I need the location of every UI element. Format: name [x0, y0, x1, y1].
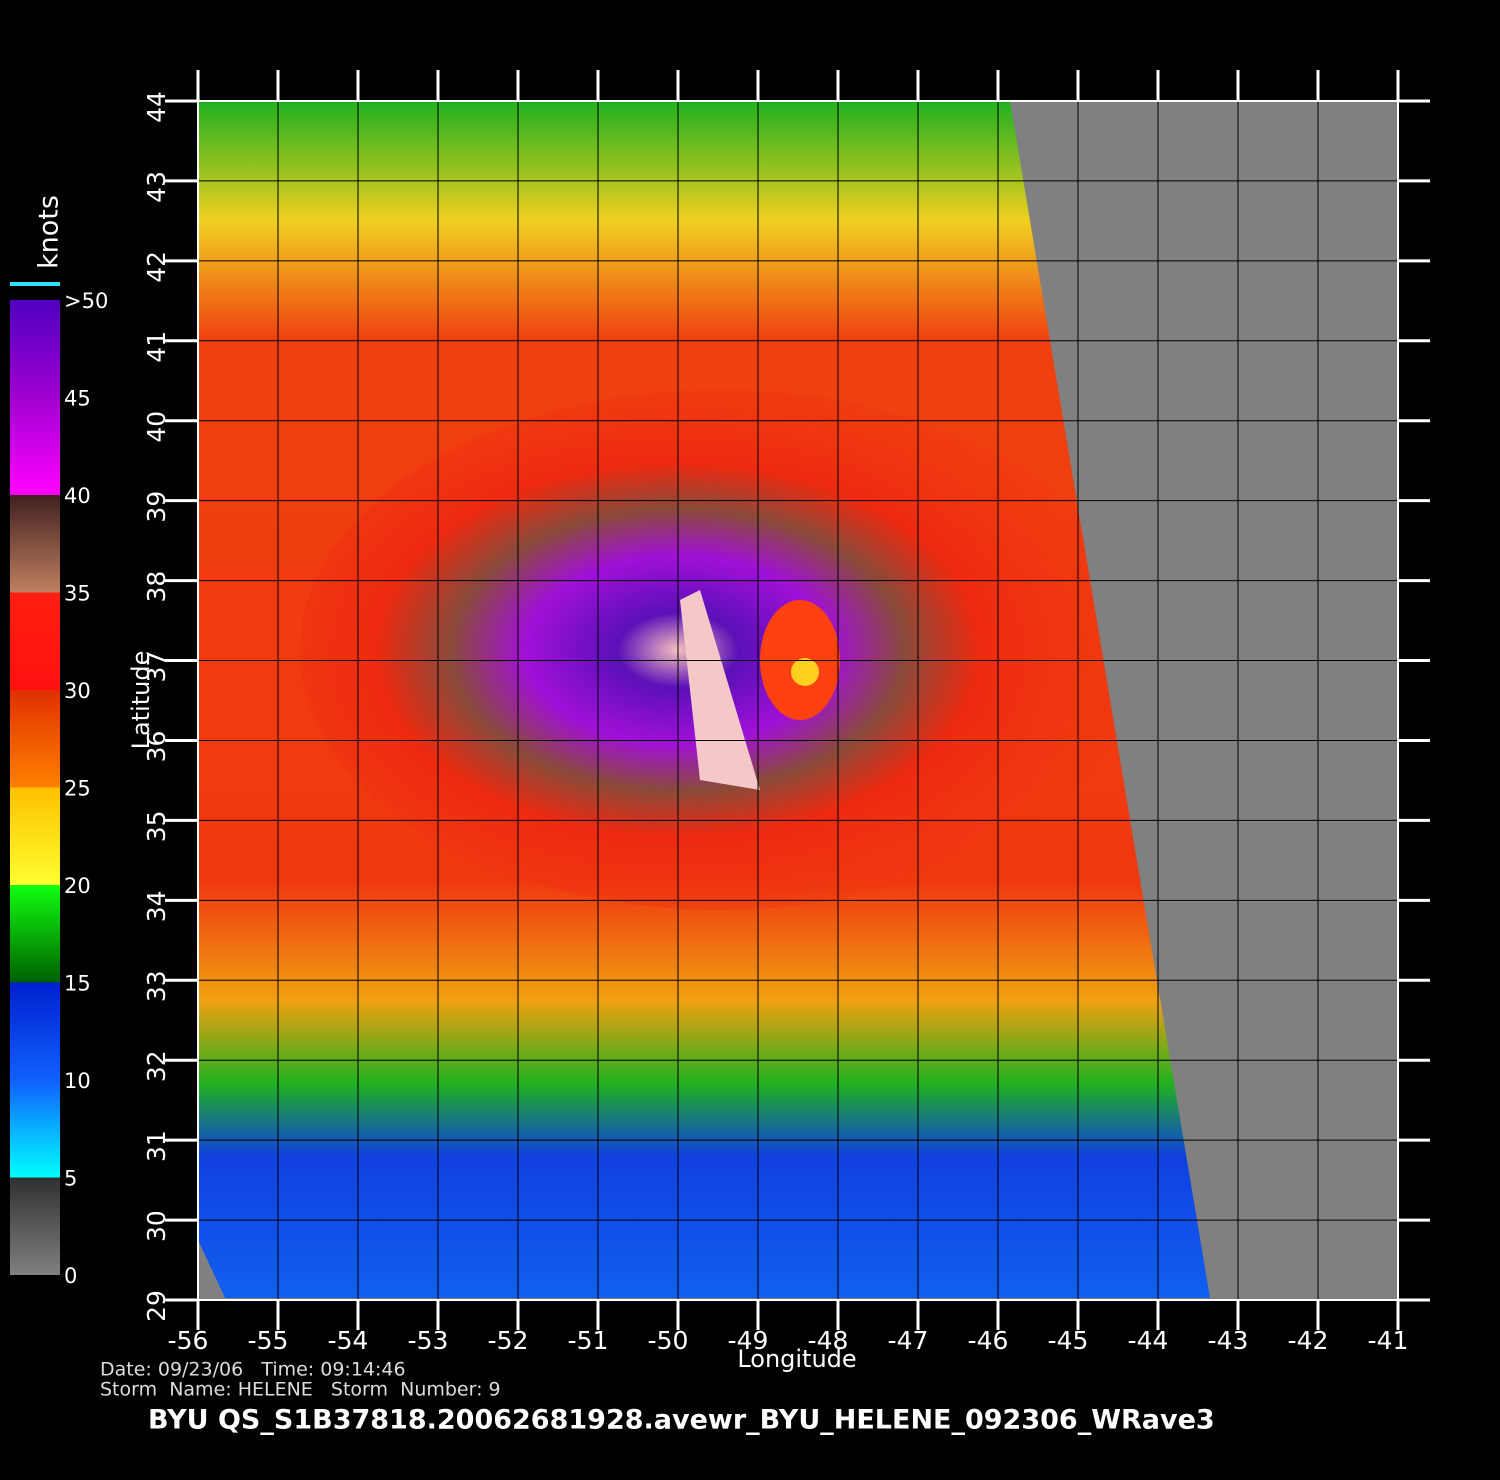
colorbar-tick-label: 20	[64, 874, 91, 898]
colorbar-tick-label: 40	[64, 484, 91, 508]
y-tick-label: 38	[142, 571, 171, 603]
x-tick-label: -47	[888, 1326, 929, 1355]
x-tick-label: -51	[568, 1326, 609, 1355]
y-tick-label: 36	[142, 731, 171, 763]
colorbar-tick-label: 5	[64, 1167, 77, 1191]
y-tick-label: 31	[142, 1130, 171, 1162]
x-tick-label: -42	[1288, 1326, 1329, 1355]
wind-swath	[198, 101, 1210, 1298]
y-tick-label: 35	[142, 810, 171, 842]
x-tick-label: -43	[1208, 1326, 1249, 1355]
x-tick-label: -46	[968, 1326, 1009, 1355]
x-tick-label: -52	[488, 1326, 529, 1355]
x-tick-label: -44	[1128, 1326, 1169, 1355]
y-tick-label: 32	[142, 1050, 171, 1082]
y-tick-label: 40	[142, 411, 171, 443]
colorbar-tick-label: 25	[64, 777, 91, 801]
y-tick-label: 43	[142, 171, 171, 203]
x-tick-label: -54	[328, 1326, 369, 1355]
colorbar-tick-label: 0	[64, 1264, 77, 1288]
x-tick-label: -48	[808, 1326, 849, 1355]
colorbar-tick-label: >50	[64, 289, 108, 313]
y-axis-label: Latitude	[127, 651, 155, 750]
y-tick-label: 42	[142, 251, 171, 283]
storm-line: Storm Name: HELENE Storm Number: 9	[100, 1379, 501, 1401]
y-tick-label: 44	[142, 91, 171, 123]
plot-frame	[197, 100, 1399, 1301]
y-tick-label: 41	[142, 331, 171, 363]
colorbar-label: knots	[34, 195, 65, 269]
x-tick-label: -50	[648, 1326, 689, 1355]
colorbar-tick-label: 15	[64, 972, 91, 996]
y-tick-label: 34	[142, 890, 171, 922]
colorbar	[10, 300, 60, 1275]
file-name: BYU QS_S1B37818.20062681928.avewr_BYU_HE…	[148, 1405, 1215, 1436]
x-tick-label: -45	[1048, 1326, 1089, 1355]
colorbar-tick-label: 35	[64, 582, 91, 606]
x-axis-label: Longitude	[737, 1345, 856, 1373]
colorbar-tick-label: 10	[64, 1069, 91, 1093]
x-tick-label: -49	[728, 1326, 769, 1355]
y-tick-label: 39	[142, 491, 171, 523]
x-tick-label: -56	[168, 1326, 209, 1355]
x-tick-label: -41	[1368, 1326, 1409, 1355]
colorbar-tick-label: 30	[64, 679, 91, 703]
y-tick-label: 33	[142, 970, 171, 1002]
colorbar-cap	[10, 282, 60, 286]
y-tick-label: 29	[142, 1290, 171, 1322]
date-line: Date: 09/23/06 Time: 09:14:46	[100, 1359, 406, 1381]
x-tick-label: -55	[248, 1326, 289, 1355]
colorbar-tick-label: 45	[64, 387, 91, 411]
y-tick-label: 30	[142, 1210, 171, 1242]
x-tick-label: -53	[408, 1326, 449, 1355]
y-tick-label: 37	[142, 651, 171, 683]
